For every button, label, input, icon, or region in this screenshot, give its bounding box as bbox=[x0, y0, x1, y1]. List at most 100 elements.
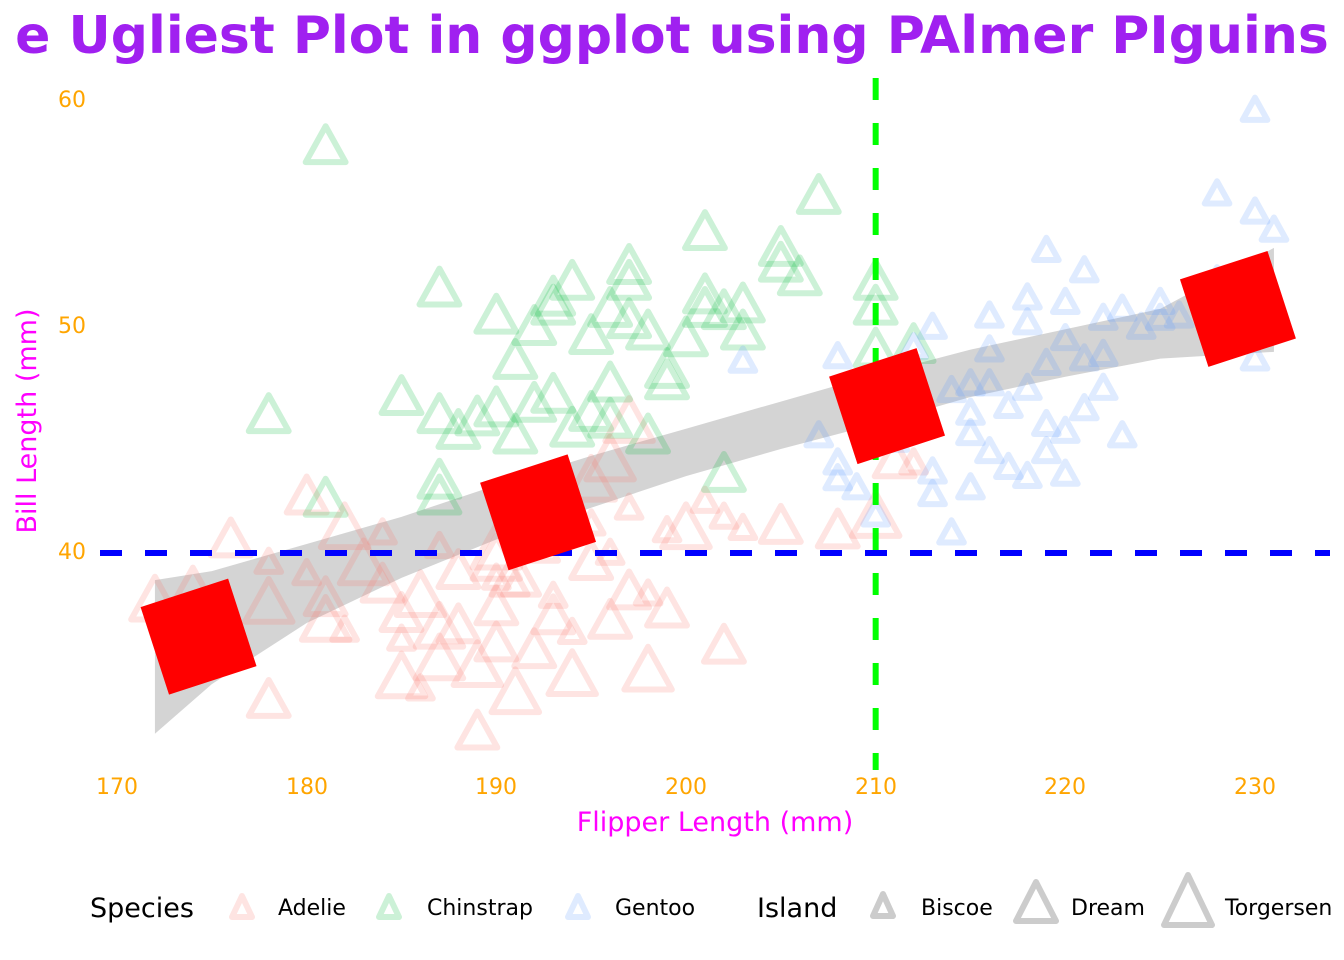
chart-title: e Ugliest Plot in ggplot using PAlmer PI… bbox=[15, 6, 1329, 66]
data-point-triangle bbox=[317, 501, 372, 551]
data-point-triangle bbox=[405, 673, 436, 702]
data-point-triangle bbox=[511, 304, 558, 346]
data-point-triangle bbox=[757, 240, 804, 283]
data-point-triangle bbox=[291, 557, 323, 587]
smooth-ribbon bbox=[154, 247, 1274, 734]
data-point-triangle bbox=[1163, 300, 1195, 329]
data-point-triangle bbox=[871, 437, 918, 480]
data-point-triangle bbox=[613, 492, 645, 521]
legend-label-biscoe: Biscoe bbox=[921, 896, 993, 921]
data-point-triangle bbox=[1239, 196, 1271, 225]
x-tick-label: 210 bbox=[855, 775, 897, 800]
x-tick-label: 180 bbox=[286, 775, 328, 800]
data-point-triangle bbox=[606, 297, 653, 340]
data-point-triangle bbox=[530, 283, 577, 326]
data-point-triangle bbox=[473, 620, 520, 663]
data-point-triangle bbox=[974, 300, 1005, 329]
red-square-marker bbox=[480, 454, 597, 571]
data-point-triangle bbox=[974, 435, 1005, 465]
data-point-triangle bbox=[625, 412, 672, 455]
data-point-triangle bbox=[435, 408, 482, 450]
data-point-triangle bbox=[727, 345, 759, 374]
data-point-triangle bbox=[587, 597, 634, 640]
legend-key-dream-triangle-icon bbox=[1013, 879, 1059, 924]
data-point-triangle bbox=[492, 412, 539, 455]
data-point-triangle bbox=[1087, 302, 1119, 331]
data-point-triangle bbox=[530, 274, 577, 317]
data-point-triangle bbox=[682, 272, 728, 315]
data-point-triangle bbox=[1239, 343, 1271, 372]
data-point-triangle bbox=[374, 650, 429, 700]
data-point-triangle bbox=[955, 397, 986, 426]
data-point-triangle bbox=[700, 622, 747, 665]
data-point-triangle bbox=[955, 472, 986, 501]
data-point-triangle bbox=[757, 224, 804, 267]
legend-key-torgersen-triangle-icon bbox=[1161, 872, 1215, 928]
data-point-triangle bbox=[1068, 255, 1100, 284]
data-point-triangle bbox=[632, 578, 664, 607]
x-tick-label: 230 bbox=[1234, 775, 1276, 800]
data-point-triangle bbox=[917, 456, 948, 485]
data-point-triangle bbox=[822, 463, 854, 492]
data-point-triangle bbox=[993, 451, 1024, 480]
data-point-triangle bbox=[682, 285, 728, 328]
legend: Species Adelie Chinstrap Gentoo Island B… bbox=[0, 868, 1344, 948]
data-point-triangle bbox=[993, 390, 1024, 419]
data-point-triangle bbox=[568, 313, 615, 355]
data-point-triangle bbox=[530, 371, 577, 414]
data-point-triangle bbox=[776, 254, 823, 297]
data-point-triangle bbox=[659, 501, 713, 551]
data-point-triangle bbox=[651, 515, 683, 544]
data-point-triangle bbox=[435, 548, 482, 591]
data-point-triangle bbox=[435, 602, 482, 645]
data-point-triangle bbox=[473, 292, 520, 335]
data-point-triangle bbox=[955, 368, 986, 397]
data-point-triangle bbox=[822, 447, 854, 476]
data-point-triangle bbox=[241, 575, 296, 625]
data-point-triangle bbox=[1106, 293, 1138, 322]
data-point-triangle bbox=[416, 473, 463, 516]
data-point-triangle bbox=[450, 639, 505, 688]
data-point-triangle bbox=[917, 311, 948, 340]
data-point-triangle bbox=[974, 334, 1005, 363]
data-point-triangle bbox=[795, 172, 842, 215]
scatter-points bbox=[128, 94, 1290, 751]
data-point-triangle bbox=[564, 453, 618, 503]
data-point-triangle bbox=[283, 473, 330, 516]
legend-label-dream: Dream bbox=[1071, 896, 1145, 921]
data-point-triangle bbox=[378, 591, 425, 633]
data-point-triangle bbox=[757, 502, 804, 545]
data-point-triangle bbox=[625, 308, 672, 351]
data-point-triangle bbox=[1049, 286, 1081, 316]
red-square-markers bbox=[140, 250, 1296, 695]
data-point-triangle bbox=[719, 308, 766, 351]
legend-title-species: Species bbox=[90, 893, 194, 924]
x-tick-label: 170 bbox=[96, 775, 138, 800]
data-point-triangle bbox=[700, 450, 747, 493]
data-point-triangle bbox=[416, 265, 463, 308]
data-point-triangle bbox=[644, 586, 690, 629]
data-point-triangle bbox=[1049, 415, 1081, 444]
data-point-triangle bbox=[1201, 178, 1233, 207]
x-tick-label: 200 bbox=[665, 775, 707, 800]
data-point-triangle bbox=[245, 676, 292, 719]
series-adelie bbox=[128, 395, 929, 751]
data-point-triangle bbox=[412, 600, 467, 650]
data-point-triangle bbox=[1068, 393, 1100, 422]
data-point-triangle bbox=[336, 537, 391, 587]
data-point-triangle bbox=[302, 123, 349, 166]
data-point-triangle bbox=[898, 447, 929, 476]
data-point-triangle bbox=[556, 616, 588, 645]
data-point-triangle bbox=[803, 420, 835, 449]
data-point-triangle bbox=[488, 666, 543, 716]
y-tick-label: 60 bbox=[58, 88, 86, 113]
data-point-triangle bbox=[852, 258, 899, 301]
data-point-triangle bbox=[298, 594, 353, 643]
data-point-triangle bbox=[568, 539, 615, 581]
data-point-triangle bbox=[700, 288, 747, 331]
data-point-triangle bbox=[329, 614, 360, 643]
data-point-triangle bbox=[917, 478, 948, 508]
data-point-triangle bbox=[499, 569, 531, 598]
data-point-triangle bbox=[386, 623, 417, 652]
